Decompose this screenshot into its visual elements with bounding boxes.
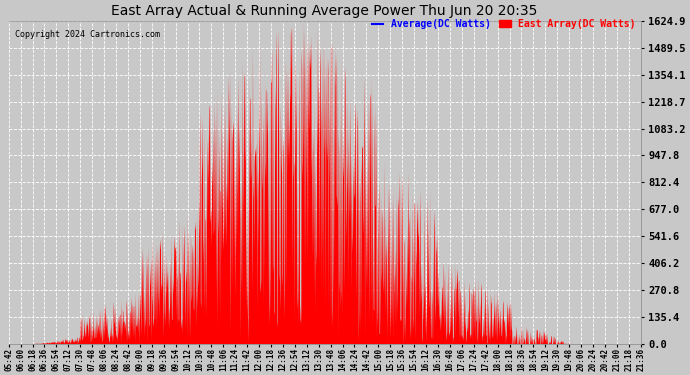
Legend: Average(DC Watts), East Array(DC Watts): Average(DC Watts), East Array(DC Watts) <box>372 19 635 29</box>
Title: East Array Actual & Running Average Power Thu Jun 20 20:35: East Array Actual & Running Average Powe… <box>112 4 538 18</box>
Text: Copyright 2024 Cartronics.com: Copyright 2024 Cartronics.com <box>15 30 160 39</box>
